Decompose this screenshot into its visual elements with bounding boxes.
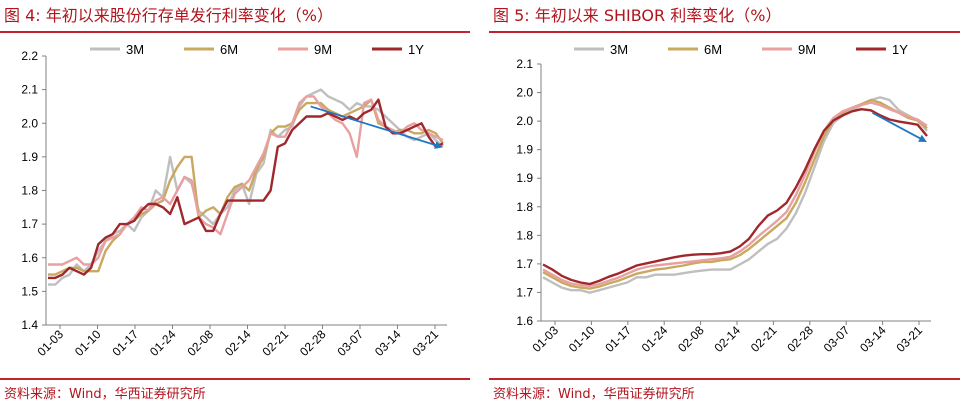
left-trend-arrow <box>310 105 443 149</box>
right-x-tick-label: 01-10 <box>566 323 598 355</box>
left-chart-panel: 图 4: 年初以来股份行存单发行利率变化（%） 1.4 1.5 1.6 1.7 1.8 1… <box>0 0 470 407</box>
left-series-1y-line <box>48 98 444 280</box>
left-y-tick-label: 2.0 <box>21 116 38 130</box>
right-y-tick-label: 1.7 <box>516 285 533 299</box>
left-y-tick-label: 1.6 <box>21 251 38 265</box>
right-y-tick-label: 2.0 <box>516 114 533 128</box>
right-y-tick-label: 2.1 <box>516 57 533 71</box>
right-x-tick-label: 02-14 <box>712 323 744 355</box>
left-y-tick-label: 1.9 <box>21 150 38 164</box>
left-y-tick-label: 1.7 <box>21 217 38 231</box>
left-x-tick-label: 03-14 <box>372 327 404 359</box>
right-legend-label-3m: 3M <box>610 42 628 57</box>
right-series-9m-line <box>542 101 928 288</box>
left-x-tick-label: 02-08 <box>185 327 217 359</box>
right-x-tick-label: 03-07 <box>821 323 853 355</box>
right-x-tick-label: 03-21 <box>894 323 926 355</box>
right-y-tick-label: 1.8 <box>516 228 533 242</box>
right-x-tick-label: 03-14 <box>857 323 889 355</box>
left-legend-label-6m: 6M <box>220 42 238 57</box>
right-y-tick-label: 1.9 <box>516 171 533 185</box>
right-y-tick-label: 1.7 <box>516 257 533 271</box>
right-x-tick-label: 01-17 <box>602 323 634 355</box>
right-x-tick-label: 01-03 <box>530 323 562 355</box>
left-title-rule <box>0 31 470 33</box>
left-y-tick-label: 2.2 <box>21 49 38 63</box>
right-y-tick-label: 1.9 <box>516 143 533 157</box>
left-x-tick-label: 01-10 <box>72 327 104 359</box>
right-series-6m-line <box>542 98 928 290</box>
right-chart-panel: 图 5: 年初以来 SHIBOR 利率变化（%） 1.6 1.7 1.7 1.8 1.8… <box>489 0 960 407</box>
left-chart-title: 图 4: 年初以来股份行存单发行利率变化（%） <box>4 6 333 25</box>
right-legend-label-6m: 6M <box>704 42 722 57</box>
left-series-9m-line <box>48 95 444 266</box>
right-x-tick-label: 02-08 <box>675 323 707 355</box>
left-legend-label-3m: 3M <box>126 42 144 57</box>
right-y-tick-label: 1.6 <box>516 314 533 328</box>
left-legend-label-9m: 9M <box>314 42 332 57</box>
right-x-tick-label: 02-21 <box>748 323 780 355</box>
right-source-rule <box>489 378 960 380</box>
right-y-tick-label: 2.0 <box>516 86 533 100</box>
right-x-tick-label: 02-28 <box>784 323 816 355</box>
left-source-rule <box>0 378 470 380</box>
left-x-tick-label: 01-24 <box>147 327 179 359</box>
left-x-tick-label: 03-07 <box>335 327 367 359</box>
right-line-chart: 1.6 1.7 1.7 1.8 1.8 1.9 1.9 2.0 2.0 2.1 01-03 01-10… <box>516 42 931 355</box>
right-series-1y-line <box>542 107 928 286</box>
right-x-tick-label: 01-24 <box>639 323 671 355</box>
right-trend-arrow <box>872 112 927 143</box>
right-legend-label-1y: 1Y <box>892 42 908 57</box>
left-x-tick-label: 03-21 <box>410 327 442 359</box>
left-legend-label-1y: 1Y <box>408 42 424 57</box>
right-title-rule <box>489 31 960 33</box>
right-legend-label-9m: 9M <box>798 42 816 57</box>
left-y-tick-label: 1.8 <box>21 184 38 198</box>
left-x-tick-label: 01-03 <box>35 327 67 359</box>
left-source-note: 资料来源：Wind，华西证券研究所 <box>4 387 206 402</box>
left-y-tick-label: 1.5 <box>21 284 38 298</box>
left-x-tick-label: 01-17 <box>110 327 142 359</box>
right-source-note: 资料来源：Wind，华西证券研究所 <box>493 387 695 402</box>
right-y-tick-label: 1.8 <box>516 200 533 214</box>
left-line-chart: 1.41.51.61.71.81.92.02.12.201-03 01-10 01-… <box>21 42 447 359</box>
left-x-tick-label: 02-28 <box>297 327 329 359</box>
left-y-tick-label: 1.4 <box>21 318 38 332</box>
left-x-tick-label: 02-21 <box>260 327 292 359</box>
right-chart-title: 图 5: 年初以来 SHIBOR 利率变化（%） <box>493 6 782 25</box>
left-y-tick-label: 2.1 <box>21 83 38 97</box>
right-series-3m-line <box>542 96 928 294</box>
left-x-tick-label: 02-14 <box>222 327 254 359</box>
